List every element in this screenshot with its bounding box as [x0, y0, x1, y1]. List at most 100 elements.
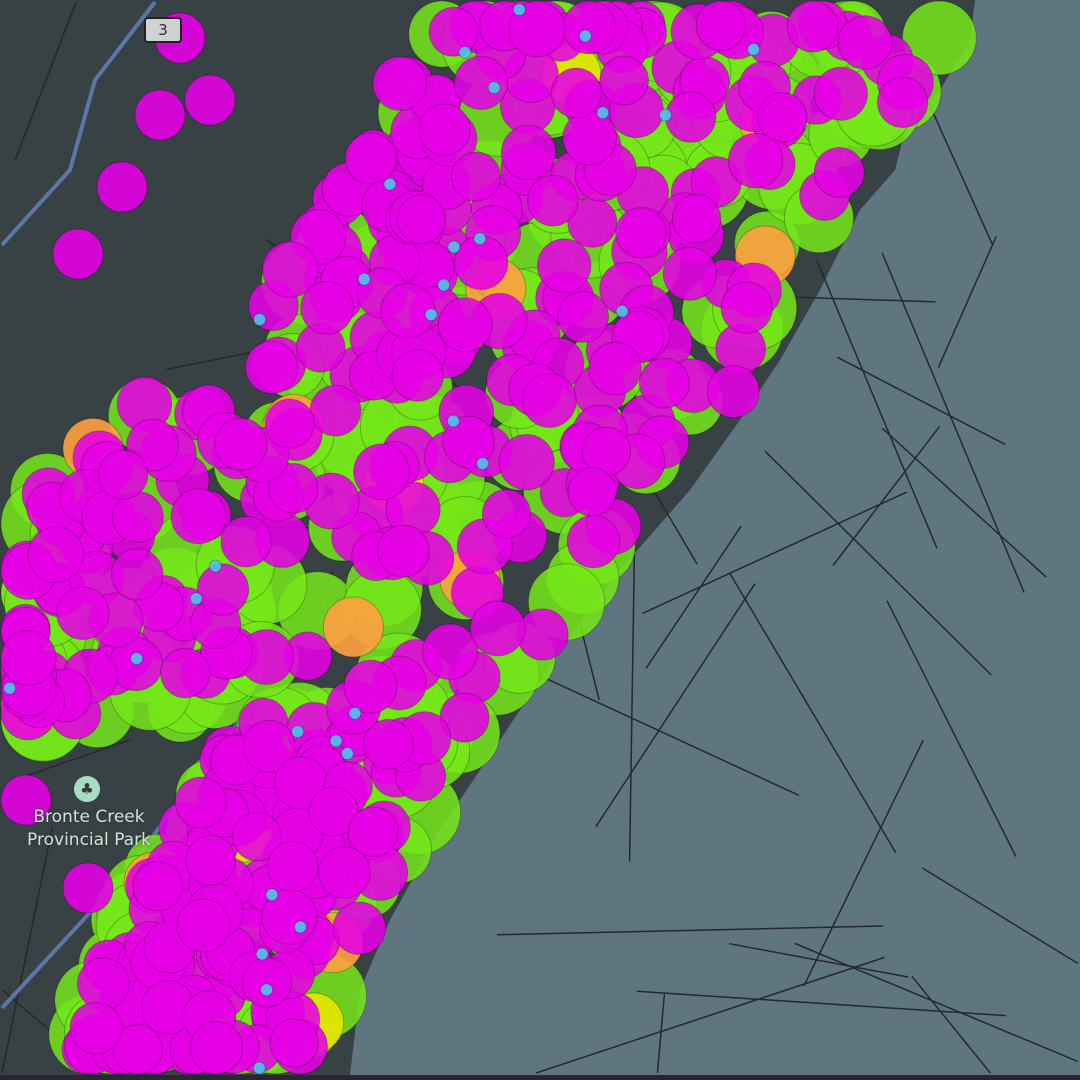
marker-cyan[interactable] — [383, 177, 397, 191]
marker-magenta[interactable] — [469, 600, 526, 657]
marker-magenta[interactable] — [813, 146, 865, 198]
marker-magenta[interactable] — [69, 1001, 123, 1055]
marker-magenta[interactable] — [786, 0, 839, 53]
marker-magenta[interactable] — [220, 515, 272, 568]
marker-magenta[interactable] — [344, 132, 397, 185]
marker-magenta[interactable] — [96, 161, 148, 213]
marker-magenta[interactable] — [318, 846, 371, 899]
marker-magenta[interactable] — [599, 55, 649, 106]
marker-cyan[interactable] — [130, 652, 144, 666]
marker-magenta[interactable] — [837, 15, 893, 70]
marker-magenta[interactable] — [664, 91, 717, 143]
marker-magenta[interactable] — [550, 67, 602, 119]
marker-cyan[interactable] — [747, 42, 761, 56]
marker-cyan[interactable] — [476, 457, 490, 471]
marker-magenta[interactable] — [527, 174, 579, 227]
marker-magenta[interactable] — [189, 1021, 244, 1075]
marker-magenta[interactable] — [56, 586, 110, 640]
marker-magenta[interactable] — [695, 0, 746, 51]
marker-magenta[interactable] — [421, 623, 479, 680]
marker-magenta[interactable] — [720, 281, 773, 334]
marker-magenta[interactable] — [454, 55, 509, 110]
marker-magenta[interactable] — [269, 1018, 319, 1068]
marker-cyan[interactable] — [329, 734, 343, 748]
marker-cyan[interactable] — [578, 29, 592, 43]
marker-cyan[interactable] — [446, 414, 460, 428]
marker-magenta[interactable] — [500, 124, 557, 181]
marker-magenta[interactable] — [562, 0, 617, 55]
marker-magenta[interactable] — [638, 357, 690, 409]
marker-cyan[interactable] — [3, 681, 17, 695]
marker-cyan[interactable] — [512, 3, 526, 17]
tree-icon[interactable]: ♣ — [74, 776, 100, 802]
marker-magenta[interactable] — [588, 341, 642, 396]
marker-magenta[interactable] — [27, 526, 84, 583]
marker-magenta[interactable] — [363, 718, 414, 770]
marker-cyan[interactable] — [357, 272, 371, 286]
marker-magenta[interactable] — [111, 548, 164, 601]
marker-cyan[interactable] — [473, 232, 487, 246]
marker-magenta[interactable] — [437, 297, 493, 353]
marker-magenta[interactable] — [176, 898, 231, 953]
marker-magenta[interactable] — [498, 434, 555, 491]
marker-magenta[interactable] — [300, 281, 354, 335]
marker-cyan[interactable] — [340, 747, 354, 761]
marker-magenta[interactable] — [98, 449, 149, 500]
marker-cyan[interactable] — [487, 81, 501, 95]
marker-cyan[interactable] — [255, 947, 269, 961]
marker-cyan[interactable] — [348, 706, 362, 720]
marker-magenta[interactable] — [245, 340, 299, 394]
marker-magenta[interactable] — [0, 774, 52, 826]
marker-magenta[interactable] — [428, 6, 479, 57]
marker-magenta[interactable] — [451, 151, 501, 202]
marker-magenta[interactable] — [662, 246, 717, 301]
marker-magenta[interactable] — [615, 207, 667, 259]
marker-magenta[interactable] — [264, 398, 315, 449]
marker-magenta[interactable] — [134, 89, 186, 141]
marker-magenta[interactable] — [62, 862, 114, 914]
marker-magenta[interactable] — [557, 291, 609, 343]
marker-magenta[interactable] — [757, 92, 808, 143]
marker-magenta[interactable] — [508, 0, 566, 58]
marker-magenta[interactable] — [377, 524, 430, 578]
marker-orange[interactable] — [322, 596, 384, 658]
marker-magenta[interactable] — [396, 194, 446, 244]
marker-cyan[interactable] — [291, 725, 305, 739]
marker-magenta[interactable] — [309, 384, 362, 437]
marker-magenta[interactable] — [241, 957, 293, 1008]
marker-magenta[interactable] — [536, 238, 592, 293]
marker-magenta[interactable] — [170, 488, 227, 545]
marker-magenta[interactable] — [347, 806, 399, 857]
marker-magenta[interactable] — [343, 659, 398, 714]
marker-magenta[interactable] — [185, 835, 236, 886]
marker-magenta[interactable] — [813, 66, 868, 121]
marker-magenta[interactable] — [267, 840, 319, 893]
marker-cyan[interactable] — [208, 559, 222, 573]
marker-magenta[interactable] — [567, 467, 617, 517]
marker-cyan[interactable] — [458, 45, 472, 59]
park-label[interactable]: Bronte Creek Provincial Park — [14, 806, 164, 852]
marker-cyan[interactable] — [424, 308, 438, 322]
marker-magenta[interactable] — [132, 861, 183, 912]
marker-cyan[interactable] — [293, 920, 307, 934]
marker-magenta[interactable] — [706, 365, 760, 418]
marker-magenta[interactable] — [160, 647, 211, 699]
marker-magenta[interactable] — [174, 776, 227, 829]
marker-magenta[interactable] — [232, 811, 282, 862]
marker-magenta[interactable] — [671, 193, 722, 244]
marker-magenta[interactable] — [112, 1024, 163, 1075]
marker-cyan[interactable] — [265, 888, 279, 902]
marker-cyan[interactable] — [658, 108, 672, 122]
marker-cyan[interactable] — [596, 106, 610, 120]
marker-cyan[interactable] — [260, 983, 274, 997]
marker-magenta[interactable] — [442, 415, 495, 469]
marker-cyan[interactable] — [253, 312, 267, 326]
marker-green[interactable] — [901, 0, 977, 76]
marker-magenta[interactable] — [214, 417, 268, 471]
marker-magenta[interactable] — [184, 74, 236, 126]
marker-magenta[interactable] — [562, 110, 618, 166]
marker-magenta[interactable] — [76, 957, 130, 1011]
marker-cyan[interactable] — [252, 1061, 266, 1075]
marker-magenta[interactable] — [481, 489, 532, 539]
